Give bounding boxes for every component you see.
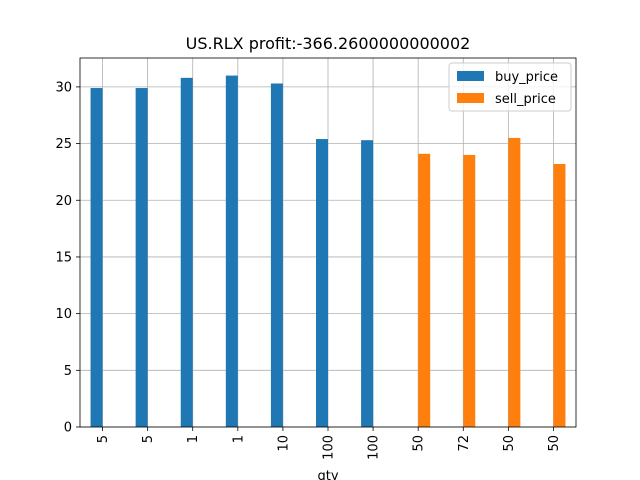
y-tick-label: 25 [55,137,72,152]
bar-sell-price [463,154,476,427]
bar-buy-price [270,83,283,428]
x-tick-label: 50 [502,435,517,452]
x-tick-label: 5 [96,435,111,443]
y-tick-label: 5 [64,364,72,379]
x-tick-label: 5 [141,435,156,443]
y-tick-label: 15 [55,250,72,265]
bar-buy-price [180,77,193,427]
bar-sell-price [418,153,431,427]
bar-buy-price [361,140,374,427]
y-tick-label: 10 [55,307,72,322]
x-tick-label: 100 [322,435,337,460]
legend: buy_price sell_price [448,62,572,112]
x-tick-label: 100 [367,435,382,460]
x-tick-label: 1 [231,435,246,443]
bar-buy-price [225,75,238,428]
x-axis-label: qty [317,469,338,480]
x-tick-label: 72 [457,435,472,452]
bar-buy-price [316,139,328,427]
bar-sell-price [508,137,521,427]
y-tick-label: 30 [55,80,72,95]
bar-sell-price [553,163,566,427]
bar-buy-price [90,88,103,427]
x-tick-label: 1 [186,435,201,443]
x-tick-label: 10 [276,435,291,452]
legend-label-sell-price: sell_price [495,92,556,107]
y-tick-label: 0 [64,421,72,436]
bar-buy-price [135,88,148,427]
x-tick-label: 50 [412,435,427,452]
legend-swatch-buy-price [457,71,484,81]
legend-label-buy-price: buy_price [495,70,558,85]
axes-layer: 0 5 10 15 20 25 30 5 5 1 1 10 100 100 50 72 50 50 [55,57,577,460]
bars-layer [90,75,566,428]
x-tick-label: 50 [547,435,562,452]
y-tick-label: 20 [55,194,72,209]
legend-swatch-sell-price [457,93,484,103]
chart-title: US.RLX profit:-366.2600000000002 [186,34,471,53]
